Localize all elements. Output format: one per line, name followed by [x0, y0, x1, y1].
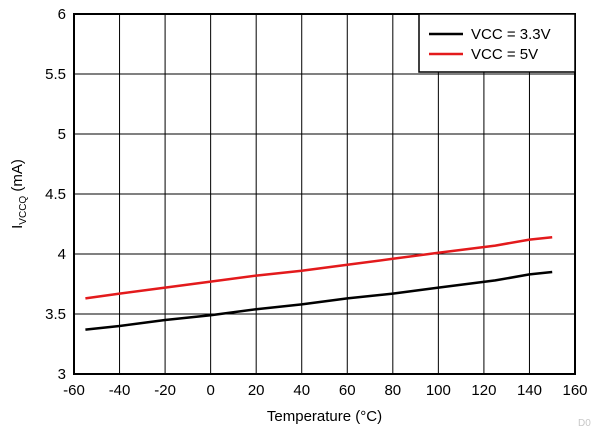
y-tick-labels: 3 3.5 4 4.5 5 5.5 6 [45, 6, 66, 383]
y-axis-title: IVCCQ (mA) [9, 159, 29, 229]
legend: VCC = 3.3V VCC = 5V [418, 13, 576, 73]
x-tick-label: 40 [293, 382, 310, 399]
x-tick-label: 100 [426, 382, 451, 399]
y-axis-title-subscript: VCCQ [18, 196, 29, 225]
plot-frame [73, 13, 576, 375]
series-line-1 [85, 235, 553, 300]
y-axis-title-main: I [9, 225, 26, 229]
x-tick-label: 20 [248, 382, 265, 399]
legend-label-vcc-5v: VCC = 5V [471, 46, 538, 63]
y-tick-label: 4 [58, 246, 66, 263]
x-tick-label: -40 [109, 382, 131, 399]
x-tick-label: -20 [154, 382, 176, 399]
x-tick-label: 160 [562, 382, 587, 399]
figure-id-label: D0 [578, 418, 591, 428]
series-lines [85, 235, 553, 331]
y-tick-label: 5 [58, 126, 66, 143]
y-axis-title-unit: (mA) [9, 159, 26, 196]
y-tick-label: 6 [58, 6, 66, 23]
legend-box [418, 13, 576, 73]
y-tick-label: 3 [58, 366, 66, 383]
x-tick-label: 60 [339, 382, 356, 399]
x-axis-title: Temperature (°C) [267, 408, 382, 425]
x-tick-label: 120 [471, 382, 496, 399]
y-tick-label: 4.5 [45, 186, 66, 203]
x-tick-label: -60 [63, 382, 85, 399]
x-tick-labels: -60 -40 -20 0 20 40 60 80 100 120 140 160 [63, 382, 587, 399]
series-line-0 [85, 270, 553, 331]
y-tick-label: 5.5 [45, 66, 66, 83]
legend-label-vcc-3v3: VCC = 3.3V [471, 26, 551, 43]
x-tick-label: 140 [517, 382, 542, 399]
x-tick-label: 0 [206, 382, 214, 399]
x-tick-label: 80 [384, 382, 401, 399]
y-tick-label: 3.5 [45, 306, 66, 323]
